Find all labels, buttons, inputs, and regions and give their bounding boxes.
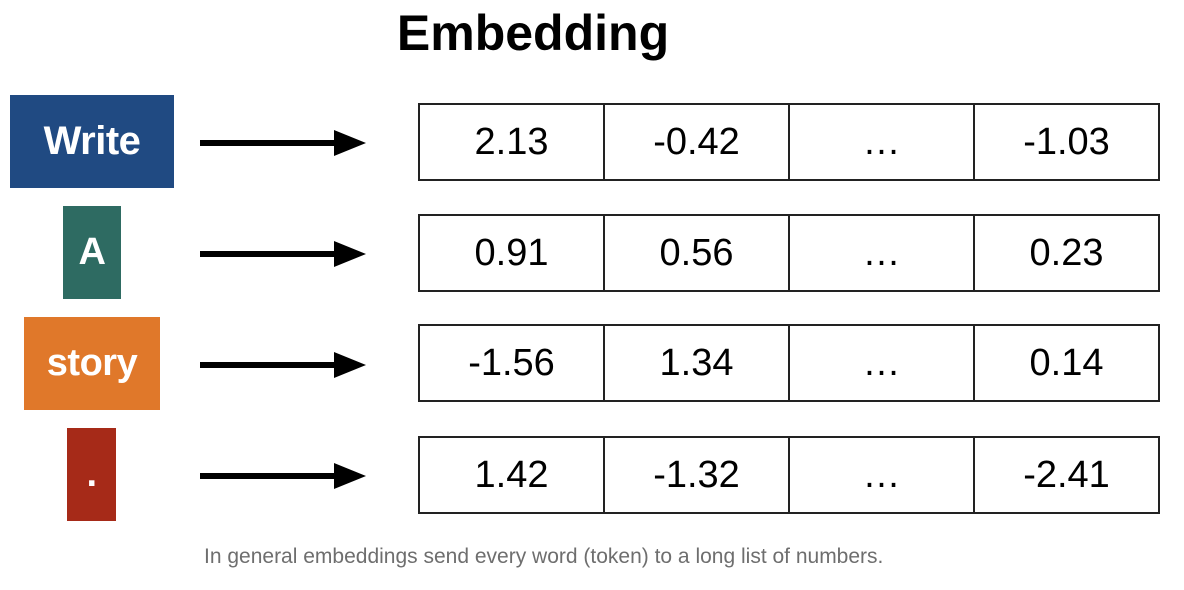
token-label: story [46, 342, 138, 384]
vector-cell: 0.56 [605, 216, 790, 290]
vector-cell: … [790, 216, 975, 290]
token-label: . [86, 453, 97, 495]
arrow-icon [200, 463, 366, 489]
embedding-vector: -1.56 1.34 … 0.14 [418, 324, 1160, 402]
vector-cell: 1.42 [420, 438, 605, 512]
vector-cell: … [790, 326, 975, 400]
token-label: Write [43, 119, 141, 163]
arrow-icon [200, 130, 366, 156]
token-a: A [63, 206, 121, 299]
arrow-icon [200, 352, 366, 378]
arrow-icon [200, 241, 366, 267]
vector-cell: -1.03 [1023, 120, 1110, 163]
vector-cell: 0.14 [1029, 341, 1104, 384]
vector-cell: … [790, 105, 975, 179]
token-period: . [67, 428, 116, 521]
vector-cell: -2.41 [1023, 453, 1110, 496]
figure-caption: In general embeddings send every word (t… [204, 545, 884, 568]
token-story: story [24, 317, 160, 410]
embedding-vector: 0.91 0.56 … 0.23 [418, 214, 1160, 292]
embedding-vector: 2.13 -0.42 … -1.03 [418, 103, 1160, 181]
diagram-title: Embedding [396, 5, 670, 61]
vector-cell: -1.32 [605, 438, 790, 512]
vector-cell: -1.56 [420, 326, 605, 400]
vector-cell: 0.91 [420, 216, 605, 290]
vector-cell: -0.42 [605, 105, 790, 179]
vector-cell: … [790, 438, 975, 512]
token-write: Write [10, 95, 174, 188]
vector-cell: 2.13 [420, 105, 605, 179]
vector-cell: 0.23 [1029, 231, 1104, 274]
embedding-vector: 1.42 -1.32 … -2.41 [418, 436, 1160, 514]
token-label: A [78, 231, 106, 273]
vector-cell: 1.34 [605, 326, 790, 400]
